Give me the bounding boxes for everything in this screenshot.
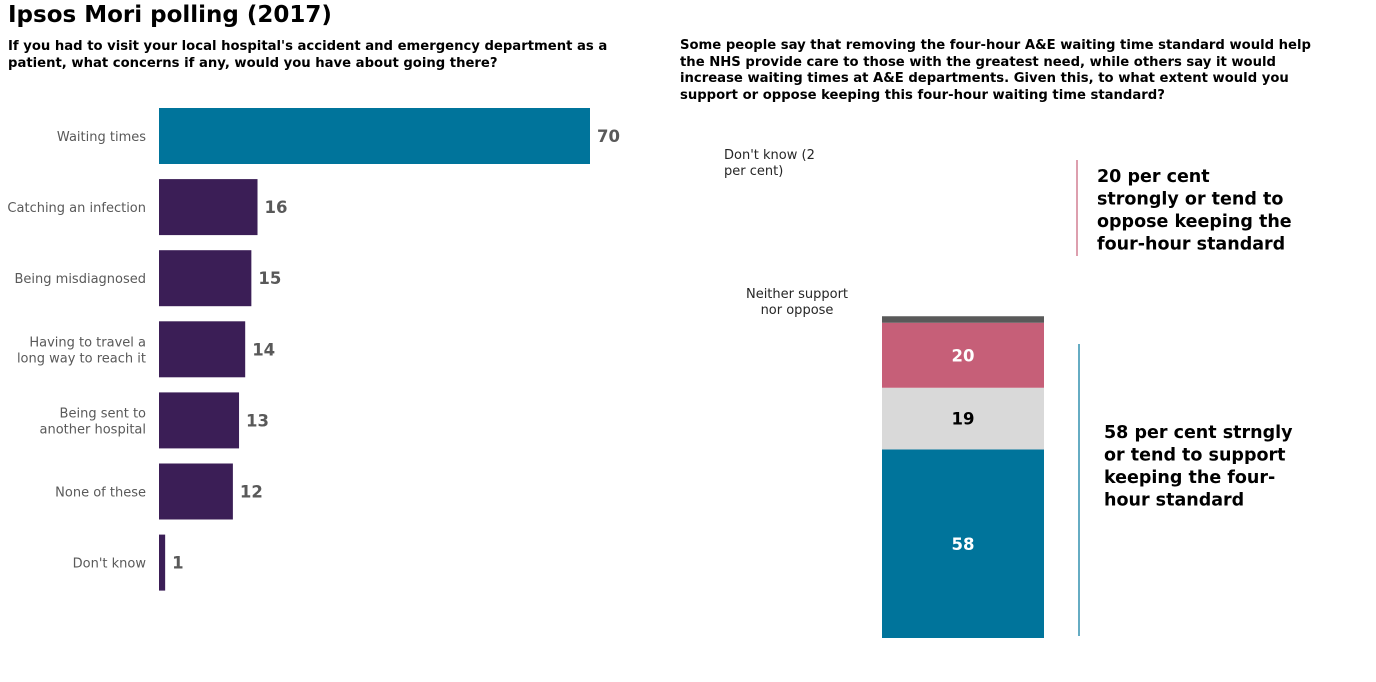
bar-5 <box>159 463 233 520</box>
right-chart-question: Some people say that removing the four-h… <box>680 38 1311 103</box>
bar-label-3: Having to travel a long way to reach it <box>17 335 146 366</box>
stack-segment-0 <box>882 449 1044 638</box>
bar-label-2: Being misdiagnosed <box>15 272 147 287</box>
bar-value-0: 70 <box>597 127 620 146</box>
bar-label-1: Catching an infection <box>7 201 146 216</box>
stack-segment-1 <box>882 387 1044 450</box>
bar-label-0: Waiting times <box>57 130 146 145</box>
support-annotation: 58 per cent strngly or tend to support kee… <box>1104 423 1293 511</box>
bar-4 <box>159 392 240 449</box>
left-chart-question: If you had to visit your local hospital'… <box>8 39 608 71</box>
stack-value-1: 19 <box>952 410 975 429</box>
bar-label-5: None of these <box>55 486 146 501</box>
bar-1 <box>159 179 258 236</box>
stack-value-0: 58 <box>952 535 975 554</box>
stack-value-2: 20 <box>952 346 975 365</box>
bar-label-4: Being sent to another hospital <box>40 406 147 437</box>
dont-know-label: Don't know (2 per cent) <box>724 148 815 179</box>
bar-value-3: 14 <box>252 340 275 359</box>
bar-value-1: 16 <box>265 198 288 217</box>
neither-label: Neither support nor oppose <box>746 287 848 318</box>
bar-2 <box>159 250 252 307</box>
page-title: Ipsos Mori polling (2017) <box>8 2 332 28</box>
bar-6 <box>159 534 166 591</box>
bar-value-5: 12 <box>240 483 263 502</box>
bar-label-6: Don't know <box>73 557 147 572</box>
bar-0 <box>159 108 590 164</box>
bar-value-6: 1 <box>172 554 183 573</box>
bar-value-2: 15 <box>258 269 281 288</box>
stack-segment-2 <box>882 322 1044 388</box>
oppose-annotation: 20 per cent strongly or tend to oppose kee… <box>1097 167 1292 255</box>
bar-value-4: 13 <box>246 411 269 430</box>
stack-segment-3 <box>882 316 1044 323</box>
bar-3 <box>159 321 246 378</box>
